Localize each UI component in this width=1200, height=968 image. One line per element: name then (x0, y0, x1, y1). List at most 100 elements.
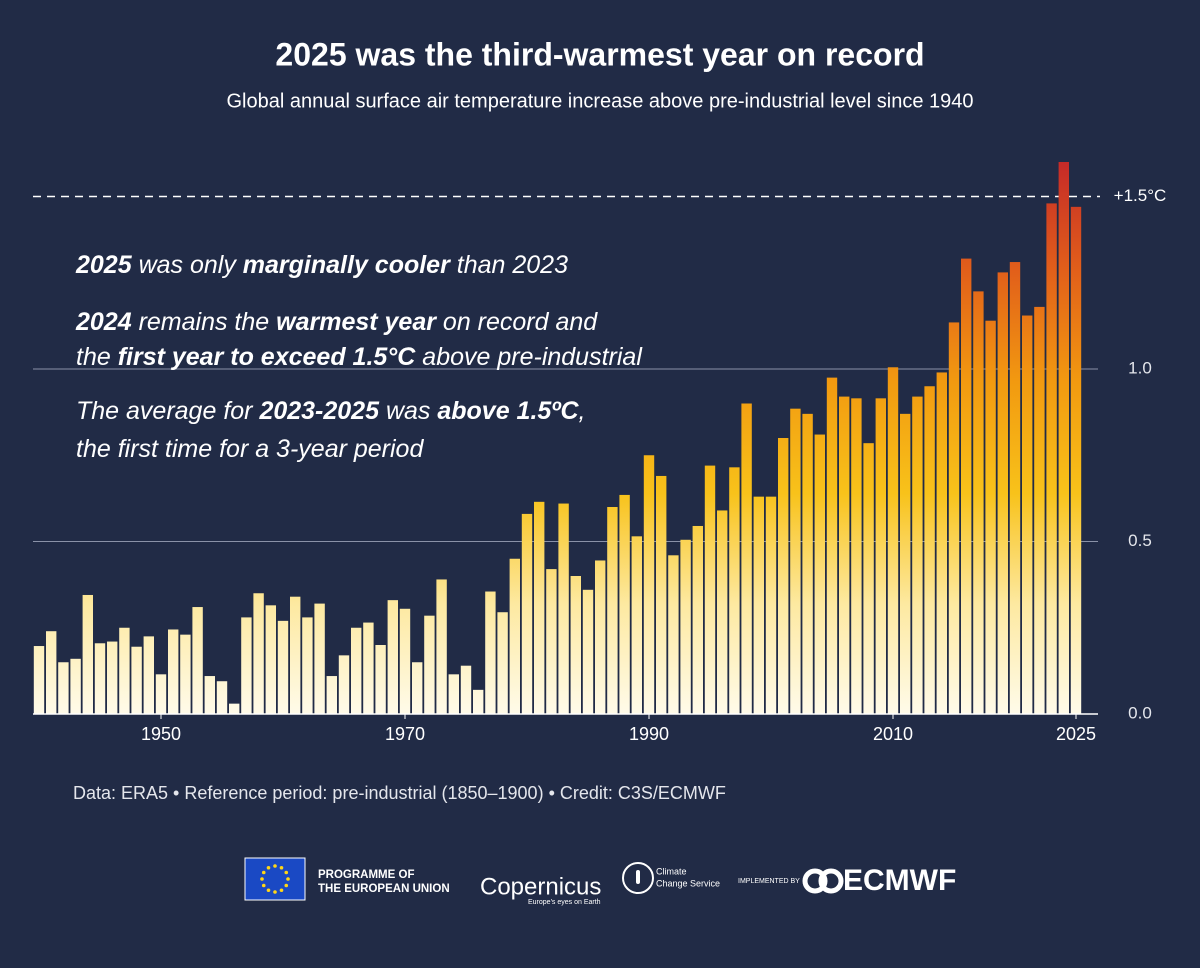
y-tick-label: 1.0 (1128, 358, 1152, 377)
eu-text: PROGRAMME OF (318, 869, 414, 881)
bar (375, 645, 386, 714)
eu-star (273, 890, 277, 894)
eu-star (279, 865, 284, 870)
copernicus-tagline: Europe's eyes on Earth (528, 899, 601, 906)
bar (668, 555, 679, 714)
annotation-segment: 2025 (75, 251, 133, 279)
bar (241, 617, 252, 714)
bar (119, 627, 130, 714)
eu-star (284, 870, 289, 875)
eu-logo: PROGRAMME OF THE EUROPEAN UNION (244, 857, 450, 901)
annotation-segment: warmest year (276, 308, 437, 336)
annotation-segment: remains the (132, 308, 277, 336)
bar (790, 408, 801, 714)
bar (277, 620, 289, 714)
bar (595, 560, 606, 714)
x-tick-label: 1970 (385, 724, 425, 744)
bar (607, 507, 618, 714)
bar (741, 403, 752, 714)
bar (290, 596, 301, 714)
bar (936, 372, 947, 714)
c3s-text: Change Service (656, 878, 720, 888)
bar (570, 576, 581, 714)
bar (912, 396, 923, 714)
bar (546, 569, 557, 714)
bar (70, 658, 81, 714)
bar (753, 496, 764, 714)
x-tick-label: 1950 (141, 724, 181, 744)
x-tick-label: 2010 (873, 724, 913, 744)
eu-star (261, 883, 266, 888)
bar (363, 622, 374, 714)
c3s-text: Climate (656, 866, 687, 876)
bar (729, 467, 740, 714)
annotation-segment: marginally cooler (243, 251, 451, 279)
bar (399, 608, 411, 714)
implemented-by: IMPLEMENTED BY (738, 878, 800, 885)
bar (961, 258, 972, 714)
bar (314, 603, 325, 714)
bar (973, 291, 984, 714)
bar (582, 589, 594, 714)
annotation: the first year to exceed 1.5°C above pre… (76, 343, 643, 371)
bar (460, 665, 472, 714)
eu-star (260, 877, 264, 881)
bar (387, 600, 398, 714)
annotation-segment: than 2023 (450, 251, 568, 279)
bar (168, 629, 179, 714)
bar (826, 377, 838, 714)
bar (814, 434, 825, 714)
annotation-segment: was only (132, 251, 243, 279)
annotation-segment: 2024 (75, 308, 132, 336)
bar (1009, 262, 1021, 714)
ecmwf-text: ECMWF (843, 864, 956, 897)
eu-star (266, 865, 271, 870)
bar (778, 438, 789, 714)
bar (558, 503, 569, 714)
bar (46, 631, 57, 714)
annotation: the first time for a 3-year period (76, 435, 424, 463)
bar (631, 536, 642, 714)
c3s-icon (636, 870, 640, 884)
c3s-logo: Climate Change Service (622, 862, 720, 894)
bar (851, 398, 862, 714)
bar (351, 627, 362, 714)
eu-star (266, 888, 271, 893)
bar (887, 367, 899, 714)
bar (497, 612, 508, 714)
annotation-segment: was (379, 397, 437, 425)
bar (338, 655, 350, 714)
bar (1046, 203, 1057, 714)
ecmwf-icon (802, 868, 828, 894)
bar (704, 465, 716, 714)
annotation: 2025 was only marginally cooler than 202… (75, 251, 568, 279)
bar (839, 396, 850, 714)
eu-star (261, 870, 266, 875)
bar (521, 513, 533, 714)
annotation-segment: , (579, 397, 586, 425)
eu-star (286, 877, 290, 881)
annotation-segment: above pre-industrial (415, 343, 643, 371)
bar (180, 634, 191, 714)
reference-label: +1.5°C (1114, 186, 1167, 205)
annotation-segment: 2023-2025 (258, 397, 380, 425)
bar (131, 646, 142, 714)
annotation: The average for 2023-2025 was above 1.5º… (76, 397, 585, 425)
bar (436, 579, 447, 714)
copernicus-logo: Copernicus Europe's eyes on Earth (480, 873, 601, 906)
x-tick-label: 2025 (1056, 724, 1096, 744)
eu-stars (260, 864, 290, 894)
bar (485, 591, 496, 714)
bar (985, 320, 996, 714)
annotation: 2024 remains the warmest year on record … (75, 308, 598, 336)
bar (265, 605, 276, 714)
bar (656, 475, 667, 714)
c3s-icon (622, 862, 654, 894)
bar (107, 641, 118, 714)
bar (875, 398, 886, 714)
eu-star (279, 888, 284, 893)
x-tick-label: 1990 (629, 724, 669, 744)
bar (155, 674, 167, 714)
